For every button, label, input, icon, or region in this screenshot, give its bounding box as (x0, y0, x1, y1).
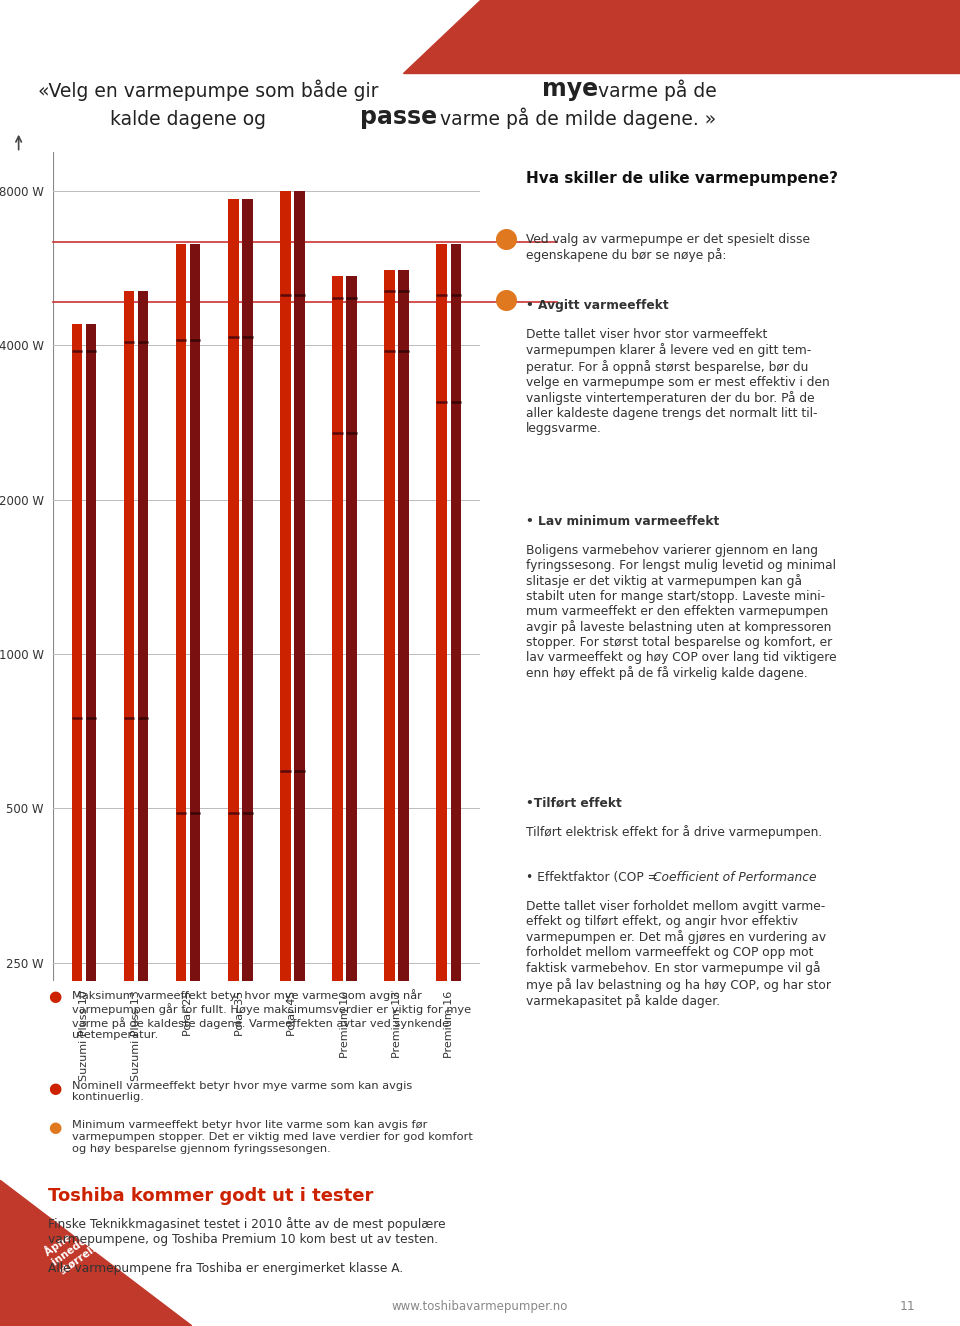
Text: • Avgitt varmeeffekt: • Avgitt varmeeffekt (526, 300, 668, 312)
Text: Tilført elektrisk effekt for å drive varmepumpen.: Tilført elektrisk effekt for å drive var… (526, 825, 822, 839)
Bar (176, 244, 186, 1326)
Point (498, 289, 514, 310)
Text: 11: 11 (900, 1299, 915, 1313)
Text: Nominell varmeeffekt betyr hvor mye varme som kan avgis
kontinuerlig.: Nominell varmeeffekt betyr hvor mye varm… (72, 1081, 412, 1102)
Bar (85, 324, 96, 1326)
Text: kalde dagene og: kalde dagene og (110, 110, 273, 129)
Text: www.toshibavarmepumper.no: www.toshibavarmepumper.no (392, 1299, 568, 1313)
Text: ●: ● (48, 1081, 61, 1095)
Text: «Velg en varmepumpe som både gir: «Velg en varmepumpe som både gir (38, 80, 385, 101)
Text: varme på de milde dagene. »: varme på de milde dagene. » (434, 107, 716, 129)
Bar (138, 290, 149, 1326)
Text: Coefficient of Performance: Coefficient of Performance (653, 871, 816, 884)
Polygon shape (0, 1180, 192, 1326)
Text: Boligens varmebehov varierer gjennom en lang
fyringssesong. For lengst mulig lev: Boligens varmebehov varierer gjennom en … (526, 544, 836, 680)
Bar (124, 290, 134, 1326)
Bar (280, 191, 291, 1326)
Text: Dette tallet viser hvor stor varmeeffekt
varmepumpen klarer å levere ved en gitt: Dette tallet viser hvor stor varmeeffekt… (526, 328, 829, 435)
Bar (72, 324, 83, 1326)
Text: passe: passe (360, 105, 437, 129)
Text: Finske Teknikkmagasinet testet i 2010 åtte av de mest populære
varmepumpene, og : Finske Teknikkmagasinet testet i 2010 åt… (48, 1217, 445, 1246)
Bar (398, 271, 409, 1326)
Text: Toshiba kommer godt ut i tester: Toshiba kommer godt ut i tester (48, 1187, 373, 1205)
Text: ●: ● (48, 989, 61, 1004)
Polygon shape (403, 0, 960, 73)
Text: •Tilført effekt: •Tilført effekt (526, 797, 621, 809)
Text: • Effektfaktor (COP =: • Effektfaktor (COP = (526, 871, 661, 884)
Text: Hva skiller de ulike varmepumpene?: Hva skiller de ulike varmepumpene? (526, 171, 838, 186)
Text: • Lav minimum varmeeffekt: • Lav minimum varmeeffekt (526, 514, 719, 528)
Bar (347, 276, 357, 1326)
Text: mye: mye (542, 77, 598, 101)
Text: Maksimum varmeeffekt betyr hvor mye varme som avgis når
varmepumpen går for full: Maksimum varmeeffekt betyr hvor mye varm… (72, 989, 471, 1041)
Bar (295, 191, 304, 1326)
Bar (190, 244, 201, 1326)
Bar (242, 199, 252, 1326)
Bar (228, 199, 238, 1326)
Bar (450, 244, 461, 1326)
Text: varme på de: varme på de (592, 80, 717, 101)
Bar (332, 276, 343, 1326)
Text: ●: ● (48, 1120, 61, 1135)
Bar (384, 271, 395, 1326)
Text: Ved valg av varmepumpe er det spesielt disse
egenskapene du bør se nøye på:: Ved valg av varmepumpe er det spesielt d… (526, 233, 809, 263)
Text: Dette tallet viser forholdet mellom avgitt varme-
effekt og tilført effekt, og a: Dette tallet viser forholdet mellom avgi… (526, 900, 830, 1008)
Text: Alle varmepumpene fra Toshiba er energimerket klasse A.: Alle varmepumpene fra Toshiba er energim… (48, 1262, 403, 1276)
Bar (437, 244, 447, 1326)
Point (498, 228, 514, 249)
Text: Åpne opp og se
innedeli 1:1
størrelse!: Åpne opp og se innedeli 1:1 størrelse! (42, 1195, 136, 1277)
Text: Minimum varmeeffekt betyr hvor lite varme som kan avgis før
varmepumpen stopper.: Minimum varmeeffekt betyr hvor lite varm… (72, 1120, 473, 1154)
